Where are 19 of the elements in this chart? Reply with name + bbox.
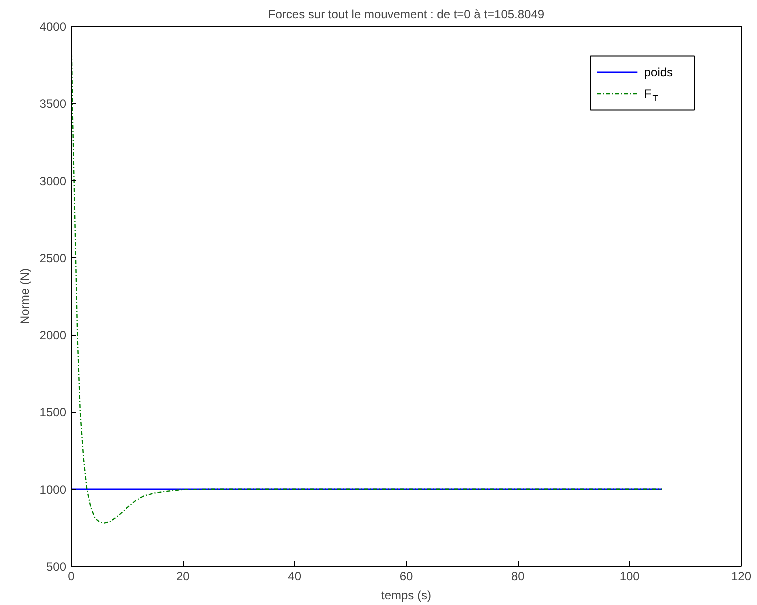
x-tick-label: 0 [68, 570, 76, 584]
chart-title: Forces sur tout le mouvement : de t=0 à t=105.8049 [268, 8, 545, 22]
y-tick-label: 3500 [40, 97, 67, 112]
y-tick-label: 2500 [40, 251, 67, 266]
y-tick-label: 500 [46, 560, 67, 574]
y-tick-label: 3000 [40, 174, 67, 188]
x-tick-label: 120 [731, 570, 752, 584]
y-tick-label: 4000 [40, 20, 67, 34]
legend-label: poids [644, 65, 674, 80]
x-tick-label: 100 [620, 570, 640, 584]
y-tick-label: 2000 [40, 328, 67, 343]
x-tick-label: 40 [288, 570, 302, 584]
x-tick-label: 20 [176, 570, 190, 584]
y-axis-title: Norme (N) [18, 268, 32, 324]
y-tick-label: 1000 [40, 482, 67, 497]
x-axis-title: temps (s) [382, 588, 432, 602]
x-tick-label: 80 [511, 570, 526, 584]
y-tick-label: 1500 [40, 406, 67, 420]
x-tick-label: 60 [400, 570, 414, 584]
